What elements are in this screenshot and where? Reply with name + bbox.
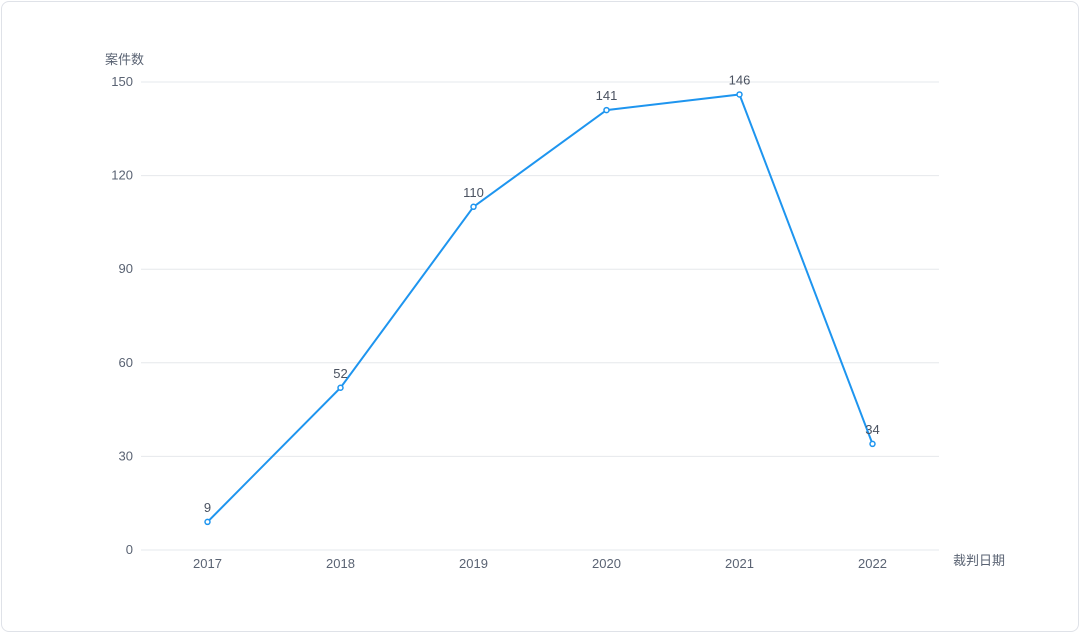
y-tick-label: 90 [119,261,133,276]
x-tick-label: 2018 [326,556,355,571]
x-tick-label: 2019 [459,556,488,571]
y-tick-label: 60 [119,355,133,370]
x-tick-label: 2020 [592,556,621,571]
x-tick-label: 2022 [858,556,887,571]
data-label: 110 [463,185,484,200]
grid-lines [141,81,939,551]
y-axis-title: 案件数 [105,52,144,67]
data-point [603,106,610,114]
y-tick-label: 30 [119,448,133,463]
x-tick-label: 2017 [193,556,222,571]
data-label: 9 [204,500,211,515]
data-point [869,440,876,448]
data-label: 146 [729,72,751,87]
x-tick-label: 2021 [725,556,754,571]
series-layer [204,91,876,526]
y-tick-label: 120 [111,168,133,183]
data-labels: 9 52 110 141 146 34 [204,72,880,514]
series-line [206,93,874,523]
data-point [470,203,477,211]
data-point [204,518,211,526]
y-axis-ticks: 0 30 60 90 120 150 [111,74,133,557]
y-tick-label: 0 [126,542,133,557]
data-label: 34 [865,422,879,437]
data-label: 52 [333,366,347,381]
x-axis-ticks: 2017 2018 2019 2020 2021 2022 [193,556,887,571]
data-label: 141 [596,88,618,103]
y-tick-label: 150 [111,74,133,89]
data-point [736,91,743,98]
data-point [337,384,344,392]
x-axis-title: 裁判日期 [953,553,1005,568]
